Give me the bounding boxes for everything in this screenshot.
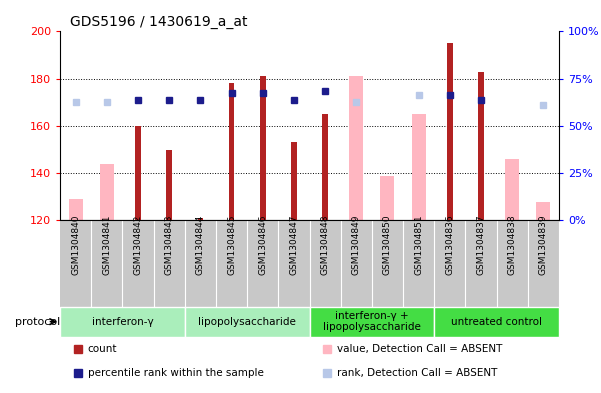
Text: count: count — [88, 344, 117, 354]
Bar — [260, 76, 266, 220]
Bar — [349, 76, 363, 220]
Text: rank, Detection Call = ABSENT: rank, Detection Call = ABSENT — [337, 368, 497, 378]
Bar — [185, 307, 310, 336]
Text: percentile rank within the sample: percentile rank within the sample — [88, 368, 263, 378]
Bar — [135, 126, 141, 220]
Bar — [478, 72, 484, 220]
Bar — [69, 199, 83, 220]
Text: interferon-γ +
lipopolysaccharide: interferon-γ + lipopolysaccharide — [323, 311, 421, 332]
Text: GDS5196 / 1430619_a_at: GDS5196 / 1430619_a_at — [70, 15, 248, 29]
Bar — [60, 307, 185, 336]
Bar — [100, 164, 114, 220]
Text: lipopolysaccharide: lipopolysaccharide — [198, 317, 296, 327]
Bar — [198, 218, 203, 220]
Bar — [412, 114, 426, 220]
Bar — [380, 176, 394, 220]
Bar — [536, 202, 551, 220]
Bar — [166, 150, 172, 220]
Bar — [291, 143, 297, 220]
Bar — [322, 114, 328, 220]
Bar — [434, 307, 559, 336]
Bar — [505, 159, 519, 220]
Text: protocol: protocol — [15, 317, 60, 327]
Bar — [229, 83, 234, 220]
Bar — [447, 43, 453, 220]
Text: interferon-γ: interferon-γ — [91, 317, 153, 327]
Text: value, Detection Call = ABSENT: value, Detection Call = ABSENT — [337, 344, 502, 354]
Bar — [310, 307, 435, 336]
Text: untreated control: untreated control — [451, 317, 542, 327]
